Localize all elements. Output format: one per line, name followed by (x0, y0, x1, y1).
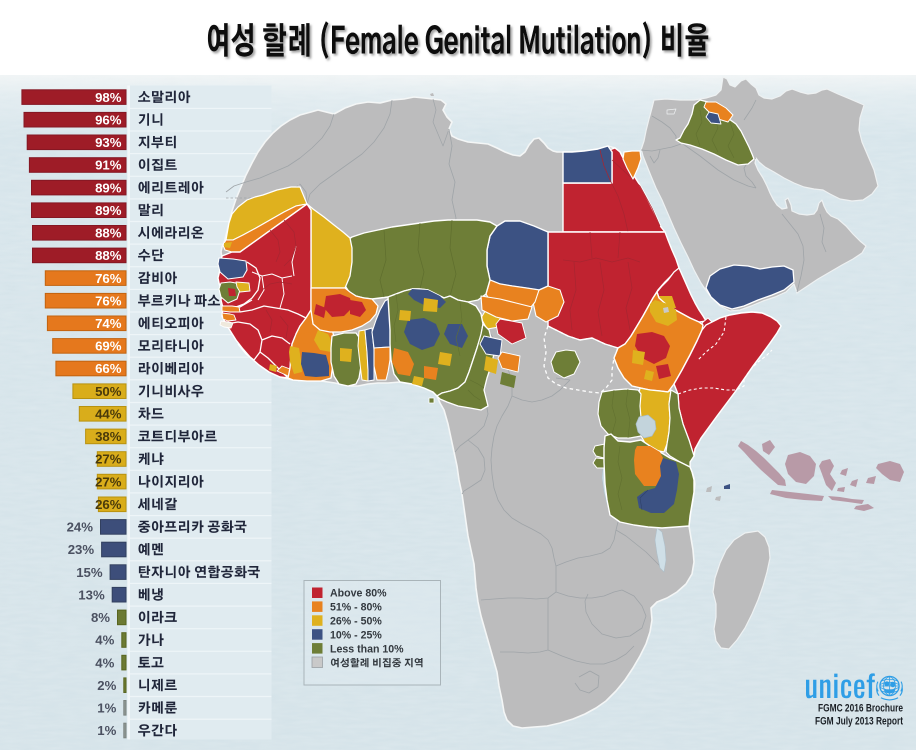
svg-text:FGMC 2016 Brochure: FGMC 2016 Brochure (818, 703, 903, 715)
svg-text:13%: 13% (78, 587, 105, 602)
svg-text:89%: 89% (95, 180, 122, 195)
svg-text:38%: 38% (95, 429, 122, 444)
svg-text:74%: 74% (95, 316, 122, 331)
svg-text:88%: 88% (95, 248, 122, 263)
svg-text:76%: 76% (95, 293, 122, 308)
svg-text:2%: 2% (97, 678, 116, 693)
svg-text:24%: 24% (67, 520, 94, 535)
svg-text:1%: 1% (97, 723, 116, 738)
svg-text:50%: 50% (95, 384, 122, 399)
svg-text:98%: 98% (95, 90, 122, 105)
svg-text:4%: 4% (95, 633, 114, 648)
svg-text:44%: 44% (95, 407, 122, 422)
svg-text:FGM July 2013 Report: FGM July 2013 Report (815, 716, 903, 728)
svg-text:27%: 27% (95, 474, 122, 489)
svg-text:Less than 10%: Less than 10% (330, 643, 404, 655)
svg-text:Above 80%: Above 80% (330, 588, 387, 600)
svg-text:76%: 76% (95, 271, 122, 286)
svg-text:89%: 89% (95, 203, 122, 218)
svg-text:10% - 25%: 10% - 25% (330, 629, 382, 641)
svg-text:66%: 66% (95, 361, 122, 376)
svg-text:93%: 93% (95, 135, 122, 150)
svg-text:23%: 23% (68, 542, 95, 557)
svg-text:88%: 88% (95, 226, 122, 241)
svg-text:26%: 26% (95, 497, 122, 512)
svg-text:91%: 91% (95, 158, 122, 173)
svg-text:1%: 1% (97, 701, 116, 716)
svg-text:26% - 50%: 26% - 50% (330, 616, 382, 628)
svg-text:15%: 15% (76, 565, 103, 580)
svg-text:27%: 27% (95, 452, 122, 467)
svg-text:4%: 4% (95, 655, 114, 670)
svg-text:8%: 8% (91, 610, 110, 625)
svg-text:96%: 96% (95, 112, 122, 127)
svg-text:69%: 69% (95, 339, 122, 354)
svg-text:51% - 80%: 51% - 80% (330, 602, 382, 614)
